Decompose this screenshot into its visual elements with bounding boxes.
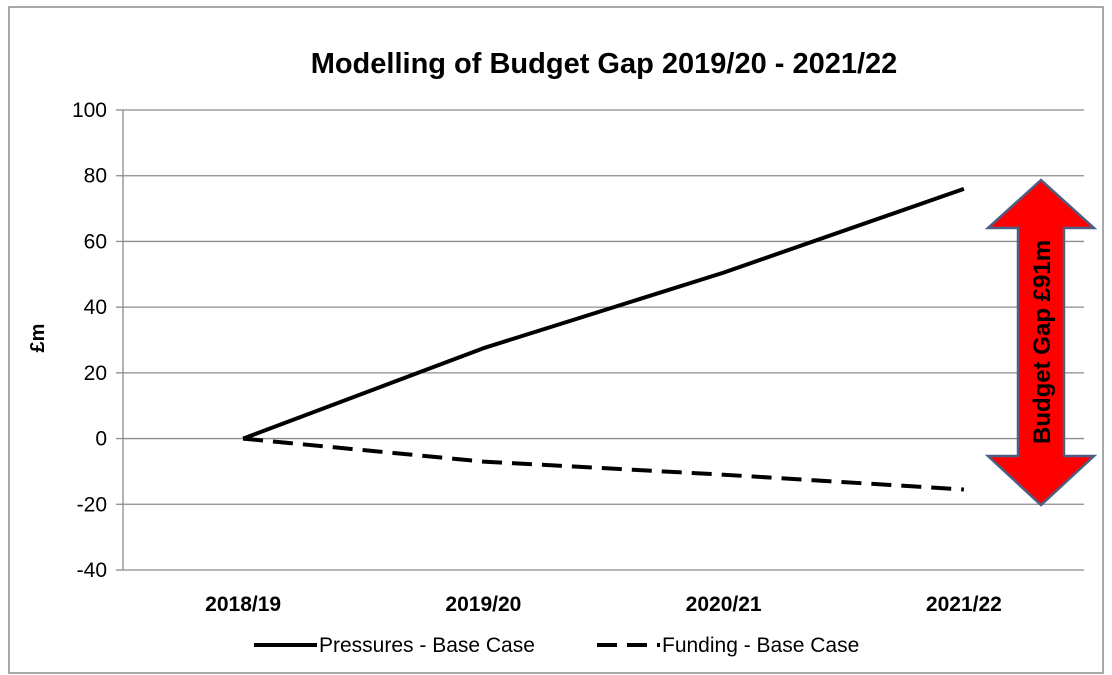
legend: Pressures - Base Case Funding - Base Cas… [254,634,859,657]
x-tick-label: 2021/22 [926,593,1002,616]
chart-title: Modelling of Budget Gap 2019/20 - 2021/2… [311,48,898,80]
series-line-funding [242,436,965,492]
y-tick-label: 60 [84,230,107,253]
double-arrow-shape [984,178,1098,507]
chart-frame [8,6,1104,674]
x-tick-label: 2019/20 [445,593,521,616]
series-lines [242,187,965,492]
gridlines [116,109,1084,571]
y-tick-label: -40 [77,559,107,582]
y-tick-label: 40 [84,296,107,319]
x-tick-labels: 2018/19 2019/20 2020/21 2021/22 [205,593,1002,616]
y-tick-label: 0 [95,428,107,451]
budget-gap-label: Budget Gap £91m [1029,240,1056,444]
legend-label-funding: Funding - Base Case [662,634,859,657]
legend-label-pressures: Pressures - Base Case [319,634,535,657]
y-tick-label: 20 [84,362,107,385]
series-line-pressures [242,187,965,441]
budget-gap-annotation: Budget Gap £91m [984,178,1098,507]
x-tick-label: 2020/21 [686,593,762,616]
y-tick-label: 80 [84,165,107,188]
x-tick-label: 2018/19 [205,593,281,616]
y-tick-labels: -40 -20 0 20 40 60 80 100 [72,99,107,582]
y-axis-label: £m [27,324,49,353]
y-tick-label: -20 [77,493,107,516]
y-tick-label: 100 [72,99,107,122]
